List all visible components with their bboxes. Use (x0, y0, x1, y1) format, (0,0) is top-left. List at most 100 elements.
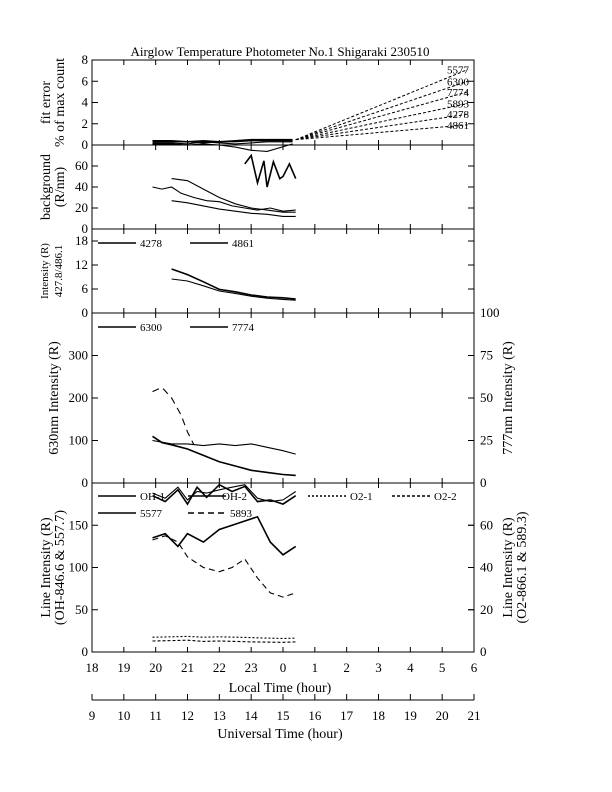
local-time-tick-label: 20 (149, 660, 162, 675)
legend-label: 4278 (140, 238, 163, 250)
universal-time-tick-label: 9 (89, 708, 96, 723)
extrapolation-line (295, 69, 468, 141)
y-right-tick-label: 20 (480, 602, 493, 617)
y-axis-label: 427.8/486.1 (53, 245, 65, 298)
universal-time-tick-label: 11 (149, 708, 162, 723)
universal-time-tick-label: 10 (117, 708, 130, 723)
legend-label: 5577 (140, 508, 163, 520)
local-time-tick-label: 3 (375, 660, 382, 675)
extrapolation-line (295, 80, 468, 141)
local-time-tick-label: 2 (343, 660, 350, 675)
series-line-6300 (152, 435, 296, 477)
y-axis-label: (R/nm) (53, 166, 68, 207)
local-time-tick-label: 1 (312, 660, 319, 675)
y-tick-label: 100 (69, 433, 89, 448)
y-axis-label: Intensity (R) (39, 243, 51, 299)
fit-error-annotation: 7774 (447, 87, 470, 99)
series-line-OH-2 (152, 484, 297, 503)
y-tick-label: 150 (69, 517, 89, 532)
fit-error-annotation: 4278 (447, 109, 470, 121)
universal-time-tick-label: 14 (245, 708, 259, 723)
y-tick-label: 60 (75, 158, 88, 173)
y-right-axis-label: 777nm Intensity (R) (501, 341, 516, 455)
local-time-tick-label: 23 (245, 660, 258, 675)
series-line-s3 (171, 200, 296, 217)
y-tick-label: 18 (75, 233, 88, 248)
y-axis-label: background (39, 154, 54, 220)
y-right-tick-label: 75 (480, 348, 493, 363)
legend-label: 4861 (232, 238, 254, 250)
fit-error-annotation: 4861 (447, 120, 469, 132)
local-time-tick-label: 22 (213, 660, 226, 675)
universal-time-tick-label: 19 (404, 708, 417, 723)
legend-label: 7774 (232, 322, 255, 334)
series-line-7774 (152, 439, 296, 455)
series-line-O2-1 (152, 635, 296, 640)
local-time-tick-label: 5 (439, 660, 446, 675)
series-line-5893 (152, 535, 296, 598)
y-tick-label: 8 (82, 52, 89, 67)
y-tick-label: 2 (82, 116, 89, 131)
series-line-5577 (152, 515, 297, 556)
y-axis-label: 630nm Intensity (R) (47, 341, 62, 455)
fit-error-annotation: 5893 (447, 99, 470, 111)
legend-label: O2-2 (434, 491, 457, 503)
figure-title: Airglow Temperature Photometer No.1 Shig… (131, 44, 430, 59)
y-right-axis-label: Line Intensity (R) (501, 517, 516, 618)
universal-time-label: Universal Time (hour) (217, 727, 343, 742)
local-time-tick-label: 6 (471, 660, 478, 675)
y-tick-label: 300 (69, 348, 89, 363)
local-time-tick-label: 18 (86, 660, 99, 675)
legend-label: 6300 (140, 322, 163, 334)
y-right-tick-label: 40 (480, 560, 493, 575)
y-right-tick-label: 100 (480, 305, 500, 320)
series-line-4278 (171, 268, 296, 300)
series-line-4861 (171, 278, 296, 301)
y-tick-label: 40 (75, 179, 88, 194)
legend-label: OH-1 (140, 491, 165, 503)
local-time-tick-label: 19 (117, 660, 130, 675)
legend-label: OH-2 (222, 491, 247, 503)
y-tick-label: 0 (82, 475, 89, 490)
local-time-tick-label: 0 (280, 660, 287, 675)
extrapolation-line (295, 113, 468, 141)
y-right-tick-label: 25 (480, 433, 493, 448)
y-tick-label: 0 (82, 221, 89, 236)
y-tick-label: 100 (69, 560, 89, 575)
extrapolation-line (295, 103, 468, 141)
series-line-dashed (152, 386, 195, 446)
y-right-tick-label: 50 (480, 390, 493, 405)
y-tick-label: 6 (82, 281, 89, 296)
y-axis-label: % of max count (53, 58, 68, 147)
y-axis-label: Line Intensity (R) (39, 517, 54, 618)
fit-error-annotation: 6300 (447, 76, 470, 88)
panel-frame-4 (91, 312, 475, 484)
panel-frame-1 (91, 59, 475, 146)
y-axis-label: (OH-846.6 & 557.7) (53, 510, 68, 625)
y-tick-label: 0 (82, 305, 89, 320)
series-line-s1 (152, 186, 296, 212)
universal-time-tick-label: 13 (213, 708, 226, 723)
y-tick-label: 4 (82, 95, 89, 110)
universal-time-tick-label: 15 (277, 708, 290, 723)
series-line-s1 (152, 141, 293, 145)
y-tick-label: 50 (75, 602, 88, 617)
extrapolation-line (295, 124, 468, 141)
y-right-tick-label: 0 (480, 475, 487, 490)
universal-time-tick-label: 18 (372, 708, 385, 723)
fit-error-annotation: 5577 (447, 65, 470, 77)
local-time-tick-label: 21 (181, 660, 194, 675)
universal-time-tick-label: 20 (436, 708, 449, 723)
y-tick-label: 20 (75, 200, 88, 215)
legend-label: 5893 (230, 508, 253, 520)
universal-time-tick-label: 21 (468, 708, 481, 723)
legend-label: O2-1 (350, 491, 373, 503)
local-time-tick-label: 4 (407, 660, 414, 675)
y-tick-label: 0 (82, 644, 89, 659)
universal-time-tick-label: 12 (181, 708, 194, 723)
y-tick-label: 12 (75, 257, 88, 272)
y-tick-label: 200 (69, 390, 89, 405)
universal-time-tick-label: 16 (308, 708, 322, 723)
